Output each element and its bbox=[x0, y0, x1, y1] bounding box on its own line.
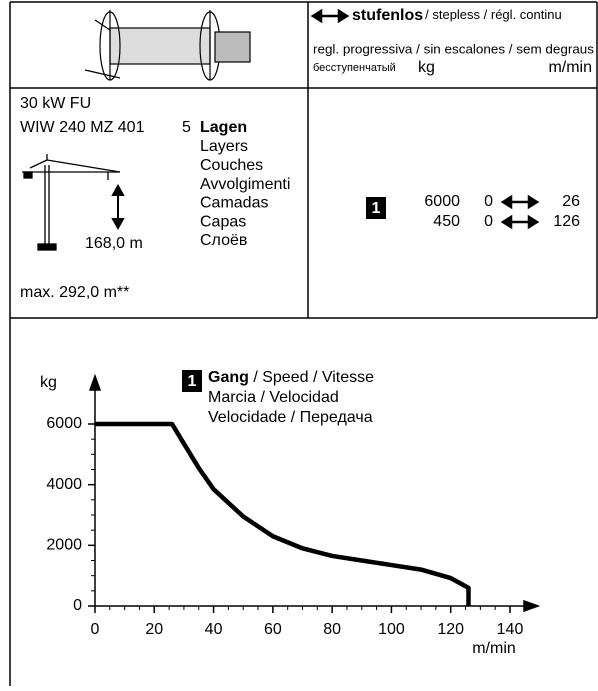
load: 450 bbox=[433, 213, 460, 230]
x-tick-label: 80 bbox=[323, 621, 341, 638]
layer-translation: Couches bbox=[200, 157, 263, 174]
speed-max: 126 bbox=[553, 213, 580, 230]
layer-translation: Avvolgimenti bbox=[200, 176, 290, 193]
gear-badge bbox=[366, 197, 386, 219]
x-tick-label: 20 bbox=[145, 621, 163, 638]
annotation-line1: Gang / Speed / Vitesse bbox=[208, 369, 374, 386]
x-axis-label: m/min bbox=[472, 640, 516, 657]
gear-badge-label: 1 bbox=[372, 200, 381, 217]
annotation-line2: Marcia / Velocidad bbox=[208, 389, 339, 406]
annotation-badge-label: 1 bbox=[188, 373, 197, 390]
stepless-arrow bbox=[310, 8, 350, 24]
annotation-rest: / Speed / Vitesse bbox=[249, 369, 374, 386]
load: 6000 bbox=[424, 193, 460, 210]
layer-translation: Camadas bbox=[200, 195, 268, 212]
unit-speed: m/min bbox=[548, 59, 592, 76]
unit-kg: kg bbox=[418, 59, 435, 76]
layer-translation: Layers bbox=[200, 138, 248, 155]
crane-icon bbox=[22, 154, 121, 251]
mode-rest: / stepless / régl. continu bbox=[425, 7, 562, 22]
frame bbox=[9, 1, 598, 686]
y-tick-label: 4000 bbox=[46, 476, 82, 493]
layers-count: 5 bbox=[182, 119, 191, 136]
speed-max: 26 bbox=[562, 193, 580, 210]
range-arrow-head bbox=[500, 194, 540, 210]
range-arrow-head bbox=[500, 214, 540, 230]
layer-translation: Слоёв bbox=[200, 232, 247, 249]
y-tick-label: 2000 bbox=[46, 537, 82, 554]
power: 30 kW FU bbox=[20, 95, 91, 112]
header-line3: бесступенчатый bbox=[313, 62, 396, 74]
winch-icon bbox=[84, 10, 251, 81]
max-height: max. 292,0 m** bbox=[20, 284, 129, 301]
speed-min: 0 bbox=[484, 193, 493, 210]
height: 168,0 m bbox=[85, 235, 143, 252]
line-series bbox=[95, 421, 471, 606]
x-tick-label: 120 bbox=[437, 621, 464, 638]
header-line2: regl. progressiva / sin escalones / sem … bbox=[313, 41, 595, 56]
x-tick-label: 0 bbox=[91, 621, 100, 638]
range-arrow bbox=[500, 214, 540, 230]
annotation-badge bbox=[182, 370, 202, 392]
mode-bold: stufenlos bbox=[352, 7, 423, 24]
x-tick-label: 100 bbox=[378, 621, 405, 638]
speed-min: 0 bbox=[484, 213, 493, 230]
y-tick-label: 0 bbox=[73, 597, 82, 614]
y-tick-label: 6000 bbox=[46, 415, 82, 432]
height-arrow bbox=[111, 183, 125, 231]
range-arrow bbox=[500, 194, 540, 210]
y-axis-label: kg bbox=[40, 374, 57, 391]
layer-translation: Capas bbox=[200, 213, 246, 230]
x-tick-label: 40 bbox=[205, 621, 223, 638]
header-line1: stufenlos / stepless / régl. continu bbox=[352, 7, 562, 24]
axes bbox=[88, 373, 541, 613]
x-tick-label: 140 bbox=[497, 621, 524, 638]
layers-bold: Lagen bbox=[200, 119, 247, 136]
annotation-line3: Velocidade / Передача bbox=[208, 409, 373, 426]
annotation-bold: Gang bbox=[208, 369, 249, 386]
x-tick-label: 60 bbox=[264, 621, 282, 638]
model: WIW 240 MZ 401 bbox=[20, 119, 145, 136]
